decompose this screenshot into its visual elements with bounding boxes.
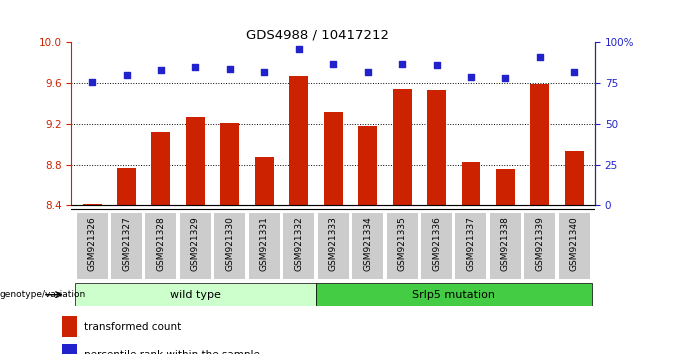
- Bar: [77, 213, 107, 279]
- Text: GSM921330: GSM921330: [225, 216, 235, 271]
- Text: GSM921335: GSM921335: [398, 216, 407, 271]
- Text: GSM921337: GSM921337: [466, 216, 475, 271]
- Bar: [318, 213, 349, 279]
- Bar: [111, 213, 142, 279]
- Bar: [456, 213, 486, 279]
- Bar: [61, 344, 76, 354]
- Bar: [180, 213, 211, 279]
- Text: GSM921338: GSM921338: [501, 216, 510, 271]
- Point: [293, 46, 304, 52]
- Bar: [530, 84, 549, 205]
- Text: GSM921331: GSM921331: [260, 216, 269, 271]
- Text: GSM921340: GSM921340: [570, 217, 579, 271]
- Bar: [316, 283, 592, 306]
- Bar: [421, 213, 452, 279]
- Bar: [75, 283, 316, 306]
- Point: [224, 66, 235, 72]
- Bar: [186, 117, 205, 205]
- Bar: [352, 213, 383, 279]
- Point: [362, 69, 373, 75]
- Point: [466, 74, 477, 80]
- Point: [121, 72, 132, 78]
- Text: GSM921326: GSM921326: [88, 217, 97, 271]
- Bar: [61, 316, 76, 337]
- Bar: [496, 169, 515, 205]
- Bar: [214, 213, 245, 279]
- Bar: [565, 152, 584, 205]
- Bar: [284, 213, 314, 279]
- Text: genotype/variation: genotype/variation: [0, 290, 86, 299]
- Text: Srlp5 mutation: Srlp5 mutation: [412, 290, 495, 300]
- Text: GSM921339: GSM921339: [535, 216, 545, 271]
- Point: [156, 67, 167, 73]
- Bar: [358, 126, 377, 205]
- Bar: [387, 213, 418, 279]
- Bar: [152, 132, 171, 205]
- Point: [569, 69, 580, 75]
- Point: [259, 69, 270, 75]
- Text: transformed count: transformed count: [84, 321, 182, 332]
- Bar: [255, 158, 274, 205]
- Point: [534, 54, 545, 60]
- Text: GSM921333: GSM921333: [328, 216, 338, 271]
- Bar: [82, 204, 101, 205]
- Bar: [249, 213, 279, 279]
- Text: GSM921329: GSM921329: [191, 217, 200, 271]
- Bar: [392, 89, 411, 205]
- Bar: [462, 161, 481, 205]
- Bar: [427, 90, 446, 205]
- Bar: [524, 213, 556, 279]
- Bar: [490, 213, 521, 279]
- Bar: [289, 76, 308, 205]
- Text: GSM921327: GSM921327: [122, 217, 131, 271]
- Text: GSM921332: GSM921332: [294, 217, 303, 271]
- Bar: [146, 213, 177, 279]
- Point: [190, 64, 201, 70]
- Text: GSM921328: GSM921328: [156, 217, 165, 271]
- Title: GDS4988 / 10417212: GDS4988 / 10417212: [246, 28, 389, 41]
- Point: [396, 61, 407, 67]
- Bar: [324, 112, 343, 205]
- Point: [431, 62, 442, 68]
- Text: GSM921334: GSM921334: [363, 217, 372, 271]
- Bar: [117, 168, 136, 205]
- Point: [500, 75, 511, 81]
- Text: percentile rank within the sample: percentile rank within the sample: [84, 350, 260, 354]
- Point: [328, 61, 339, 67]
- Bar: [220, 123, 239, 205]
- Text: wild type: wild type: [170, 290, 221, 300]
- Point: [86, 79, 97, 84]
- Bar: [559, 213, 590, 279]
- Text: GSM921336: GSM921336: [432, 216, 441, 271]
